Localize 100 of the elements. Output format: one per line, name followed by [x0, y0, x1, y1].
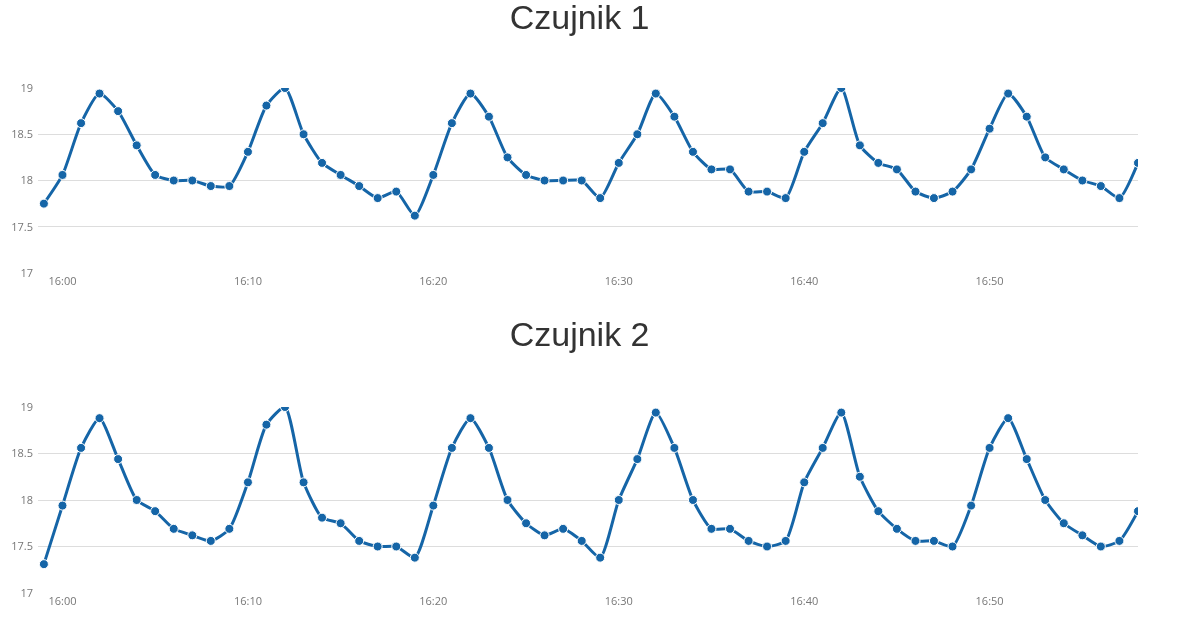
point — [465, 88, 476, 99]
point — [706, 164, 717, 175]
x-tick-label: 16:00 — [48, 273, 77, 288]
point — [966, 164, 977, 175]
point — [539, 175, 550, 186]
point — [558, 175, 569, 186]
point — [725, 164, 736, 175]
point — [817, 442, 828, 453]
point — [947, 541, 958, 552]
point — [891, 523, 902, 534]
point — [113, 106, 124, 117]
point — [1058, 164, 1069, 175]
point — [576, 175, 587, 186]
point — [910, 186, 921, 197]
point — [372, 193, 383, 204]
point — [687, 146, 698, 157]
point — [854, 140, 865, 151]
point — [762, 541, 773, 552]
point — [947, 186, 958, 197]
point — [1003, 88, 1014, 99]
point — [650, 88, 661, 99]
point — [539, 530, 550, 541]
y-tick-label: 17.5 — [11, 538, 33, 554]
point — [391, 541, 402, 552]
point — [632, 454, 643, 465]
y-tick-label: 18.5 — [11, 445, 33, 461]
point — [242, 477, 253, 488]
point — [242, 146, 253, 157]
point — [817, 118, 828, 129]
point — [1077, 530, 1088, 541]
point — [1021, 111, 1032, 122]
x-tick-label: 16:10 — [233, 273, 262, 288]
point — [391, 186, 402, 197]
x-tick-label: 16:40 — [790, 593, 819, 608]
point — [446, 442, 457, 453]
point — [891, 164, 902, 175]
point — [131, 140, 142, 151]
point — [298, 477, 309, 488]
point — [706, 523, 717, 534]
y-tick-label: 17 — [20, 584, 33, 600]
point — [335, 169, 346, 180]
point — [650, 407, 661, 418]
point — [743, 186, 754, 197]
point — [428, 500, 439, 511]
point — [854, 471, 865, 482]
point — [725, 523, 736, 534]
point — [1077, 175, 1088, 186]
point — [780, 193, 791, 204]
point — [1040, 152, 1051, 163]
point — [762, 186, 773, 197]
point — [558, 523, 569, 534]
point — [187, 175, 198, 186]
point — [38, 198, 49, 209]
point — [799, 477, 810, 488]
point — [595, 193, 606, 204]
point — [928, 535, 939, 546]
point — [446, 118, 457, 129]
point — [687, 495, 698, 505]
x-tick-label: 16:00 — [48, 593, 77, 608]
x-tick-label: 16:20 — [419, 593, 448, 608]
point — [483, 442, 494, 453]
point — [613, 157, 624, 168]
y-tick-label: 18 — [20, 172, 33, 188]
point — [799, 146, 810, 157]
point — [261, 419, 272, 430]
point — [168, 523, 179, 534]
point — [595, 552, 606, 563]
point — [1021, 454, 1032, 465]
point — [57, 169, 68, 180]
point — [205, 535, 216, 546]
point — [910, 535, 921, 546]
point — [409, 552, 420, 563]
point — [409, 210, 420, 221]
point — [743, 535, 754, 546]
point — [113, 454, 124, 465]
point — [57, 500, 68, 511]
point — [205, 181, 216, 192]
point — [669, 442, 680, 453]
point — [224, 181, 235, 192]
point — [1095, 181, 1106, 192]
point — [1114, 535, 1125, 546]
point — [873, 157, 884, 168]
point — [317, 157, 328, 168]
y-tick-label: 17 — [20, 264, 33, 280]
point — [984, 123, 995, 134]
point — [984, 442, 995, 453]
y-tick-label: 17.5 — [11, 218, 33, 234]
point — [632, 129, 643, 140]
point — [669, 111, 680, 122]
point — [576, 535, 587, 546]
point — [1058, 518, 1069, 529]
x-tick-label: 16:50 — [975, 593, 1004, 608]
x-tick-label: 16:20 — [419, 273, 448, 288]
y-tick-label: 18.5 — [11, 126, 33, 142]
point — [168, 175, 179, 186]
point — [1095, 541, 1106, 552]
point — [261, 100, 272, 111]
point — [966, 500, 977, 511]
point — [354, 535, 365, 546]
point — [502, 495, 513, 505]
